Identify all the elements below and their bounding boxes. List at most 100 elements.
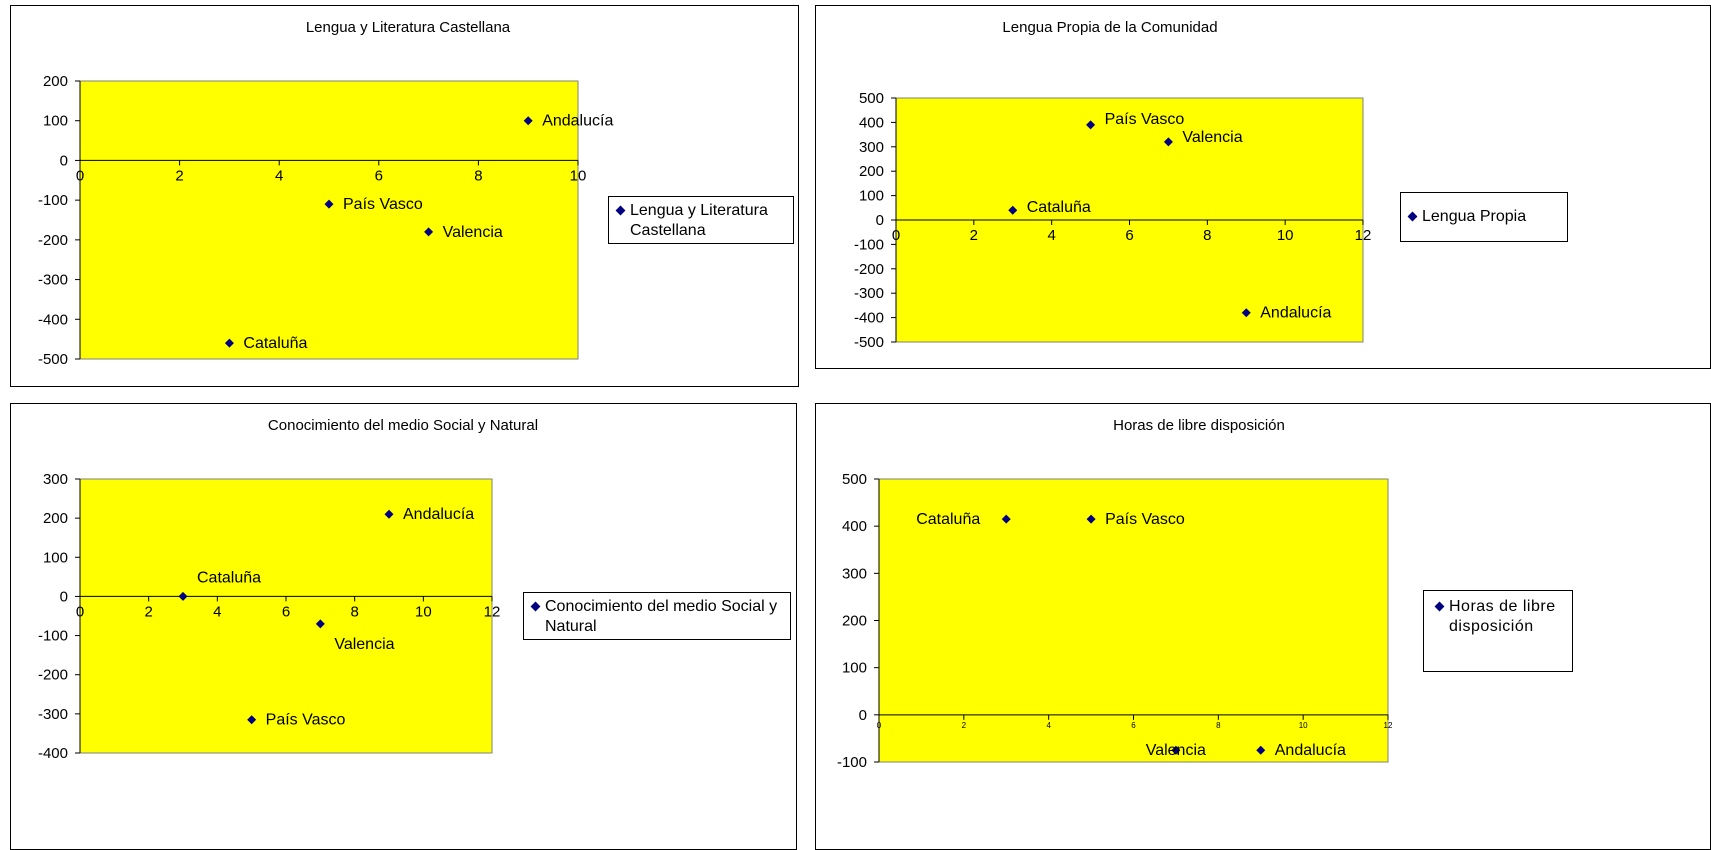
legend-marker-icon [1434, 601, 1445, 612]
y-tick-label: 100 [43, 113, 68, 130]
y-tick-label: -100 [38, 628, 68, 645]
y-tick-label: -400 [38, 311, 68, 328]
data-point-label: Andalucía [542, 113, 613, 130]
y-tick-label: -300 [854, 285, 884, 302]
data-point-label: Cataluña [197, 569, 261, 586]
x-tick-label: 4 [213, 603, 221, 620]
y-tick-label: 200 [859, 163, 884, 180]
chart-title: Lengua y Literatura Castellana [306, 19, 511, 36]
y-tick-label: 400 [859, 114, 884, 131]
legend-label: Conocimiento del medio Social y Natural [545, 598, 778, 635]
data-point-label: Andalucía [1275, 742, 1346, 759]
y-tick-label: 300 [43, 471, 68, 488]
y-tick-label: -200 [38, 667, 68, 684]
y-tick-label: 200 [43, 73, 68, 90]
x-tick-label: 0 [76, 167, 84, 184]
data-point-marker [315, 619, 325, 629]
data-point-marker [1086, 514, 1096, 524]
y-tick-label: -400 [854, 310, 884, 327]
y-tick-label: -100 [38, 192, 68, 209]
data-point-label: Andalucía [1260, 305, 1331, 322]
y-tick-label: 100 [43, 549, 68, 566]
x-tick-label: 0 [877, 721, 882, 730]
y-tick-label: -300 [38, 272, 68, 289]
data-point-label: Valencia [443, 224, 503, 241]
x-tick-label: 2 [970, 227, 978, 244]
y-tick-label: 0 [859, 707, 867, 724]
x-tick-label: 10 [415, 603, 432, 620]
y-tick-label: 200 [43, 510, 68, 527]
data-point-label: Andalucía [403, 506, 474, 523]
x-tick-label: 0 [892, 227, 900, 244]
x-tick-label: 6 [1125, 227, 1133, 244]
data-point-marker [523, 116, 533, 126]
data-point-marker [247, 715, 257, 725]
x-tick-label: 8 [350, 603, 358, 620]
y-tick-label: 0 [876, 212, 884, 229]
x-tick-label: 8 [474, 167, 482, 184]
data-point-marker [1256, 745, 1266, 755]
legend-marker-icon [1407, 211, 1418, 222]
data-point-label: Cataluña [243, 335, 307, 352]
x-tick-label: 2 [144, 603, 152, 620]
y-tick-label: 500 [842, 471, 867, 488]
x-tick-label: 2 [175, 167, 183, 184]
x-tick-label: 0 [76, 603, 84, 620]
data-point-marker [1241, 308, 1251, 318]
x-tick-label: 6 [282, 603, 290, 620]
y-tick-label: 500 [859, 90, 884, 107]
data-point-marker [1008, 205, 1018, 215]
plot-area [79, 478, 493, 754]
chart-title: Conocimiento del medio Social y Natural [268, 417, 538, 434]
x-tick-label: 10 [1299, 721, 1308, 730]
plot-area [79, 80, 579, 360]
data-point-label: Cataluña [916, 511, 980, 528]
legend-marker-icon [530, 601, 541, 612]
chart-conocimiento-medio: Conocimiento del medio Social y Natural 0… [38, 417, 538, 762]
y-tick-label: 400 [842, 518, 867, 535]
data-point-marker [1171, 745, 1181, 755]
data-point-marker [1001, 514, 1011, 524]
data-point-label: Valencia [334, 636, 394, 653]
data-point-label: Cataluña [1027, 199, 1091, 216]
chart-panel-lengua-castellana: Lengua y Literatura Castellana 0 2 4 6 8 10 200… [10, 5, 799, 387]
legend-lengua-propia: Lengua Propia [1400, 192, 1568, 242]
x-tick-label: 10 [1277, 227, 1294, 244]
x-tick-label: 4 [1047, 227, 1055, 244]
chart-horas-libre: Horas de libre disposición 0 2 4 6 8 10 12 500 40… [837, 417, 1393, 771]
chart-title: Lengua Propia de la Comunidad [1002, 19, 1217, 36]
data-point-marker [224, 338, 234, 348]
x-tick-label: 12 [1355, 227, 1372, 244]
x-tick-label: 12 [1384, 721, 1393, 730]
y-tick-label: -200 [38, 232, 68, 249]
data-point-label: Valencia [1146, 742, 1206, 759]
x-tick-label: 8 [1216, 721, 1221, 730]
data-point-label: País Vasco [266, 712, 346, 729]
y-tick-label: -300 [38, 706, 68, 723]
legend-marker-icon [615, 205, 626, 216]
chart-lengua-propia: Lengua Propia de la Comunidad 0 2 4 6 8 10 12 50… [854, 19, 1372, 351]
y-tick-label: 200 [842, 613, 867, 630]
data-point-marker [1086, 120, 1096, 130]
x-tick-label: 2 [962, 721, 967, 730]
x-tick-label: 6 [375, 167, 383, 184]
legend-horas-libre: Horas de libre disposición [1423, 590, 1573, 672]
x-tick-label: 4 [1046, 721, 1051, 730]
y-tick-label: 0 [60, 152, 68, 169]
chart-panel-conocimiento-medio: Conocimiento del medio Social y Natural 0… [10, 403, 797, 850]
y-tick-label: 300 [859, 139, 884, 156]
x-tick-label: 4 [275, 167, 283, 184]
y-tick-label: -400 [38, 745, 68, 762]
y-tick-label: -100 [854, 236, 884, 253]
chart-panel-horas-libre: Horas de libre disposición 0 2 4 6 8 10 12 500 40… [815, 403, 1711, 850]
chart-title: Horas de libre disposición [1113, 417, 1285, 434]
data-point-label: País Vasco [343, 196, 423, 213]
legend-conocimiento-medio: Conocimiento del medio Social y Natural [523, 592, 791, 640]
chart-lengua-castellana: Lengua y Literatura Castellana 0 2 4 6 8 10 200… [38, 19, 613, 368]
legend-lengua-castellana: Lengua y Literatura Castellana [608, 196, 794, 244]
chart-panel-lengua-propia: Lengua Propia de la Comunidad 0 2 4 6 8 10 12 50… [815, 5, 1711, 369]
data-point-marker [178, 591, 188, 601]
x-tick-label: 6 [1131, 721, 1136, 730]
data-point-marker [1163, 137, 1173, 147]
y-tick-label: -500 [854, 334, 884, 351]
